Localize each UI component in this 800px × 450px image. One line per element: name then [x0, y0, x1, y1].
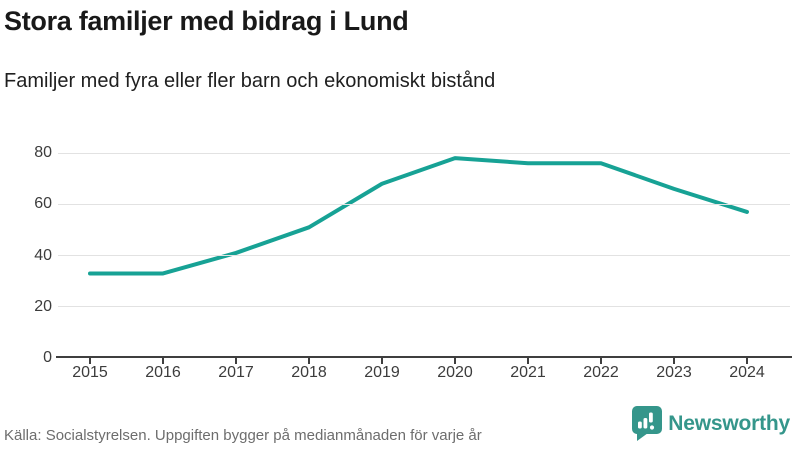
- x-axis-tick: [673, 358, 675, 364]
- newsworthy-logo-icon: [632, 406, 663, 441]
- x-axis-tick-label: 2018: [291, 364, 327, 381]
- page-title: Stora familjer med bidrag i Lund: [4, 6, 409, 36]
- data-line: [88, 156, 749, 276]
- x-axis-tick-label: 2017: [218, 364, 254, 381]
- y-axis-tick-label: 20: [34, 297, 52, 315]
- x-axis-tick-label: 2019: [364, 364, 400, 381]
- newsworthy-logo-text: Newsworthy: [668, 412, 790, 435]
- x-axis-tick: [381, 358, 383, 364]
- x-axis-tick-label: 2016: [145, 364, 181, 381]
- x-axis-tick: [527, 358, 529, 364]
- gridline: [58, 255, 790, 256]
- x-axis-tick: [162, 358, 164, 364]
- y-axis-tick-label: 80: [34, 144, 52, 161]
- x-axis-labels: 2015 2016 2017 2018 2019 2020 2021 2022 2023 2024: [0, 364, 800, 386]
- x-axis-line: [56, 356, 792, 358]
- line-chart: [88, 156, 749, 276]
- gridline: [58, 203, 790, 205]
- x-axis-tick-label: 2022: [583, 364, 619, 381]
- newsworthy-logo: Newsworthy: [632, 406, 790, 442]
- x-axis-tick: [89, 358, 91, 364]
- x-axis-tick-label: 2024: [729, 364, 765, 381]
- x-axis-tick-label: 2021: [510, 364, 546, 381]
- x-axis-tick-label: 2015: [72, 364, 108, 381]
- x-axis-tick: [746, 358, 748, 364]
- page-subtitle: Familjer med fyra eller fler barn och ek…: [4, 70, 496, 92]
- x-axis-tick: [235, 358, 237, 364]
- source-note: Källa: Socialstyrelsen. Uppgiften bygger…: [4, 427, 482, 444]
- plot-area: 0 20 40 60 80: [0, 140, 800, 366]
- y-axis-tick-label: 0: [43, 349, 52, 366]
- gridline: [58, 152, 790, 154]
- y-axis-tick-label: 40: [34, 246, 52, 264]
- x-axis-tick-label: 2020: [437, 364, 473, 381]
- x-axis-tick: [600, 358, 602, 364]
- gridline: [58, 306, 790, 308]
- x-axis-tick: [308, 358, 310, 364]
- y-axis-tick-label: 60: [34, 195, 52, 213]
- x-axis-tick: [454, 358, 456, 364]
- x-axis-tick-label: 2023: [656, 364, 692, 381]
